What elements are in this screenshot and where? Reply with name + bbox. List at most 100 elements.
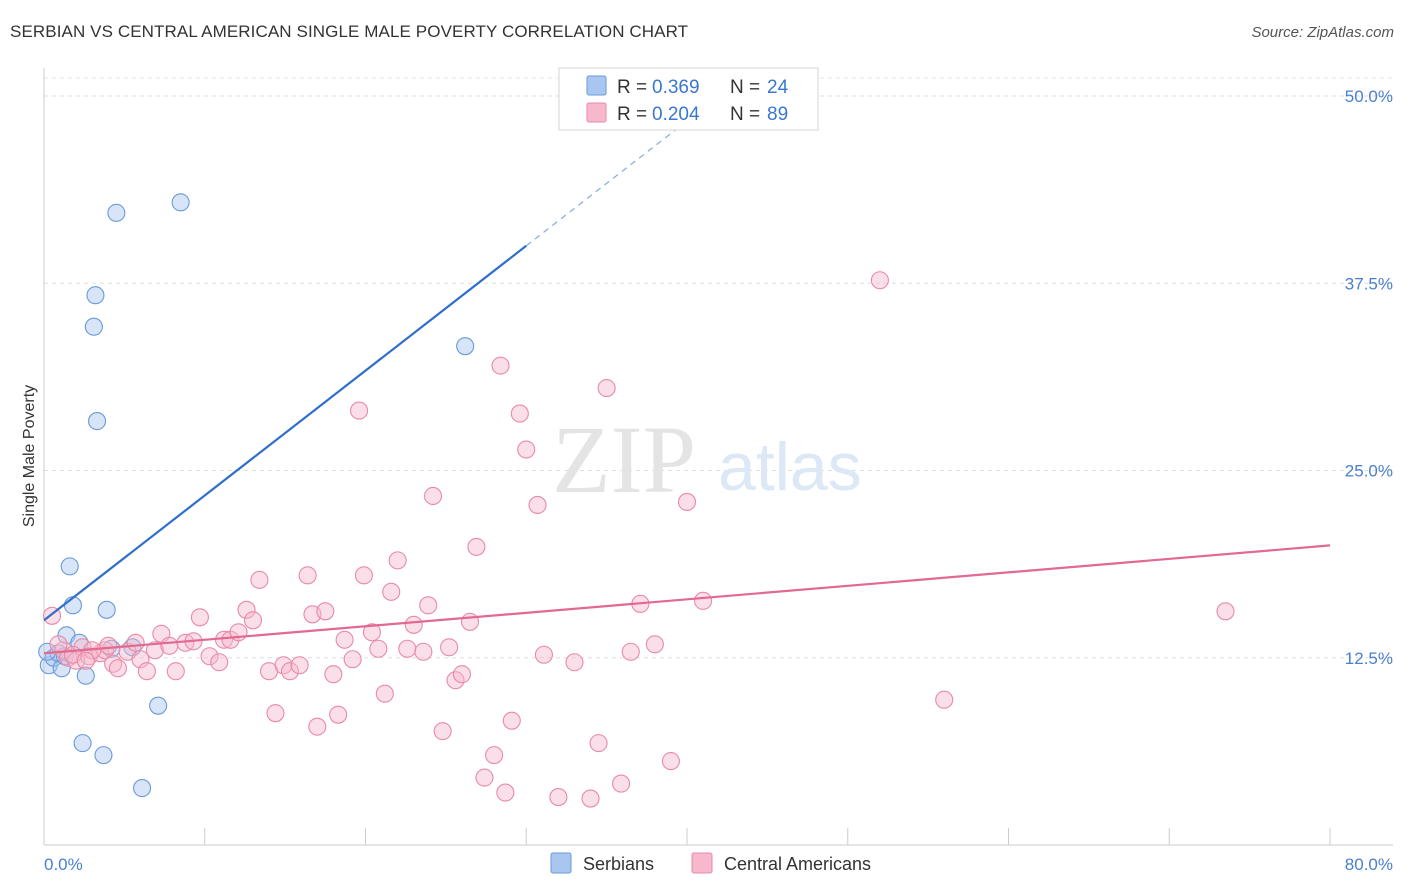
central-american-point-53 xyxy=(423,486,443,506)
trend-lines xyxy=(43,95,1331,655)
legend-n-label-1: N = xyxy=(730,77,760,98)
central-american-point-36 xyxy=(308,717,327,736)
central-american-point-55 xyxy=(440,638,459,657)
central-american-point-60 xyxy=(475,768,494,787)
data-points xyxy=(38,193,1235,808)
serbian-point-6 xyxy=(60,557,79,576)
central-american-point-86 xyxy=(49,635,68,654)
x-ticks xyxy=(43,828,1331,845)
central-american-point-13 xyxy=(137,662,156,681)
central-american-point-17 xyxy=(166,662,185,681)
central-american-point-43 xyxy=(354,566,373,585)
central-american-point-44 xyxy=(362,623,381,642)
serbian-point-12 xyxy=(84,317,103,336)
central-american-point-78 xyxy=(661,752,680,771)
legend-bottom-swatch-serbians xyxy=(550,852,572,874)
central-american-point-81 xyxy=(870,271,889,290)
central-american-point-82 xyxy=(935,690,954,709)
central-american-point-72 xyxy=(589,734,608,753)
central-american-point-47 xyxy=(382,582,401,601)
central-american-point-77 xyxy=(645,635,664,654)
central-american-point-20 xyxy=(190,608,209,627)
watermark: ZIP atlas xyxy=(552,406,862,513)
y-tick-label-2: 37.5% xyxy=(1345,274,1393,293)
legend-swatch-serbians xyxy=(586,75,607,96)
watermark-zip: ZIP xyxy=(552,406,696,513)
central-american-point-61 xyxy=(485,746,504,765)
central-american-point-59 xyxy=(467,537,486,556)
central-american-point-71 xyxy=(581,789,600,808)
serbian-point-17 xyxy=(107,203,126,222)
central-american-point-30 xyxy=(266,704,285,723)
legend-n-label-2: N = xyxy=(730,104,760,125)
central-american-point-57 xyxy=(452,665,472,684)
central-american-point-11 xyxy=(126,633,145,652)
central-american-point-48 xyxy=(388,551,407,570)
central-american-point-40 xyxy=(335,630,354,649)
y-tick-label-1: 25.0% xyxy=(1345,462,1393,481)
central-american-point-87 xyxy=(76,651,95,670)
x-tick-label-max: 80.0% xyxy=(1345,855,1393,874)
central-american-point-14 xyxy=(145,641,164,660)
legend-bottom: Serbians Central Americans xyxy=(550,852,871,874)
central-american-point-49 xyxy=(398,639,417,658)
serbian-point-22 xyxy=(456,337,475,356)
legend-r-label-1: R = xyxy=(617,77,647,98)
serbian-point-21 xyxy=(171,193,190,212)
legend-r-value-2: 0.204 xyxy=(652,104,700,125)
central-american-point-26 xyxy=(237,600,256,619)
source-label: Source: ZipAtlas.com xyxy=(1251,24,1394,41)
central-american-point-66 xyxy=(517,440,536,459)
serbian-point-3 xyxy=(52,659,71,678)
legend-swatch-central-americans xyxy=(586,102,607,123)
central-american-point-41 xyxy=(343,650,362,669)
serbian-point-14 xyxy=(94,746,113,765)
central-american-point-65 xyxy=(510,404,529,423)
central-american-point-21 xyxy=(200,647,219,666)
central-american-point-80 xyxy=(694,591,713,610)
central-american-point-51 xyxy=(414,642,433,661)
central-american-point-27 xyxy=(243,611,263,630)
central-american-point-58 xyxy=(460,612,480,631)
y-axis-title: Single Male Poverty xyxy=(21,385,38,527)
watermark-atlas: atlas xyxy=(718,429,862,505)
central-american-point-67 xyxy=(528,495,547,515)
serbian-point-11 xyxy=(86,286,105,305)
y-tick-labels: 12.5% 25.0% 37.5% 50.0% xyxy=(1345,87,1393,668)
serbian-point-15 xyxy=(97,600,116,619)
central-american-point-79 xyxy=(677,492,697,512)
central-american-point-34 xyxy=(298,566,317,585)
central-american-point-9 xyxy=(108,659,127,678)
serbian-point-19 xyxy=(133,779,152,798)
x-tick-label-min: 0.0% xyxy=(44,855,83,874)
central-american-point-74 xyxy=(612,774,631,793)
central-american-point-68 xyxy=(534,645,553,664)
central-american-point-69 xyxy=(549,788,568,807)
legend-bottom-label-central-americans: Central Americans xyxy=(724,854,871,874)
legend-bottom-label-serbians: Serbians xyxy=(583,854,654,874)
central-american-point-16 xyxy=(160,636,179,655)
serbian-point-20 xyxy=(149,696,168,715)
serbian-point-9 xyxy=(76,666,95,685)
central-american-point-62 xyxy=(491,356,510,375)
legend-n-value-2: 89 xyxy=(767,104,788,125)
central-american-point-64 xyxy=(502,711,521,730)
central-american-point-38 xyxy=(324,665,343,684)
serbian-trend-line xyxy=(43,244,527,622)
y-tick-label-0: 12.5% xyxy=(1345,649,1393,668)
central-american-point-75 xyxy=(621,642,640,661)
central-american-point-45 xyxy=(369,639,388,658)
gridlines xyxy=(44,77,1393,659)
central-american-point-46 xyxy=(375,684,394,703)
central-american-point-88 xyxy=(99,636,118,655)
central-american-point-39 xyxy=(329,705,348,724)
central-american-point-54 xyxy=(433,722,452,741)
central-american-point-42 xyxy=(350,401,369,420)
legend-bottom-swatch-central-americans xyxy=(691,852,713,874)
serbian-point-13 xyxy=(87,412,107,431)
axes xyxy=(43,68,1393,846)
central-american-point-83 xyxy=(1216,602,1235,621)
serbian-point-7 xyxy=(63,596,82,615)
legend-n-value-1: 24 xyxy=(767,77,789,98)
